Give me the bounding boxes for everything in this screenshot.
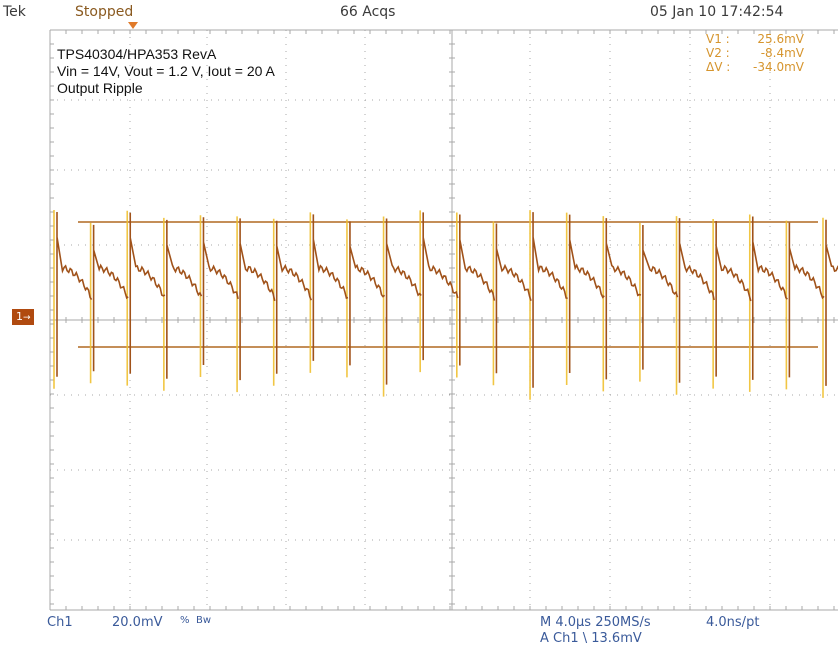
trigger-position-icon bbox=[128, 22, 138, 29]
channel1-level-marker[interactable]: 1→ bbox=[12, 309, 34, 325]
timestamp: 05 Jan 10 17:42:54 bbox=[650, 4, 784, 20]
v1-label: V1 : bbox=[706, 32, 730, 46]
delta-value: -34.0mV bbox=[753, 60, 804, 74]
waveform-peaks bbox=[53, 210, 824, 400]
annotation-line: TPS40304/HPA353 RevA bbox=[57, 46, 217, 62]
v2-value: -8.4mV bbox=[760, 46, 804, 60]
trigger-label: A Ch1 \ 13.6mV bbox=[540, 631, 642, 646]
annotation-line: Output Ripple bbox=[57, 80, 143, 96]
acquisition-status: Stopped bbox=[75, 4, 134, 20]
cursor-readout: V1 : 25.6mV V2 : -8.4mV ΔV : -34.0mV bbox=[706, 32, 804, 74]
coupling-icon: % bbox=[180, 615, 190, 626]
brand-label: Tek bbox=[3, 4, 26, 20]
v1-value: 25.6mV bbox=[757, 32, 804, 46]
timebase-label: M 4.0µs 250MS/s bbox=[540, 615, 651, 630]
annotation-line: Vin = 14V, Vout = 1.2 V, Iout = 20 A bbox=[57, 63, 275, 79]
delta-label: ΔV : bbox=[706, 60, 731, 74]
ch1-waveform bbox=[56, 212, 838, 388]
annotation-text: TPS40304/HPA353 RevA Vin = 14V, Vout = 1… bbox=[57, 46, 275, 97]
channel-label: Ch1 bbox=[47, 615, 73, 630]
channel-marker-label: 1 bbox=[16, 310, 23, 323]
resolution-label: 4.0ns/pt bbox=[706, 615, 760, 630]
bandwidth-label: Bw bbox=[196, 615, 212, 626]
v2-label: V2 : bbox=[706, 46, 730, 60]
status-bar: Tek Stopped 66 Acqs 05 Jan 10 17:42:54 bbox=[0, 0, 838, 29]
acquisition-count: 66 Acqs bbox=[340, 4, 396, 20]
vertical-scale: 20.0mV bbox=[112, 615, 163, 630]
